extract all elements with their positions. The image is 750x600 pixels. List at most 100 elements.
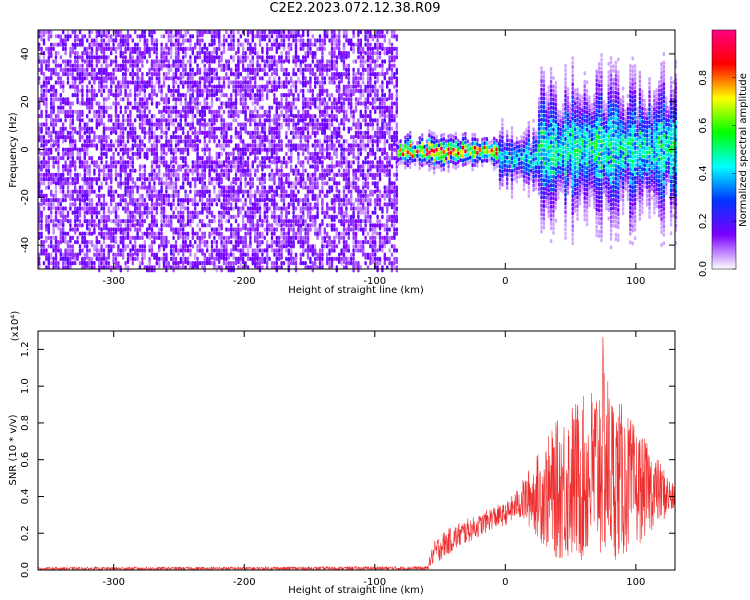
spectrogram-cell: [78, 63, 82, 68]
spectrogram-cell: [342, 202, 346, 207]
spectrogram-cell: [304, 122, 307, 127]
spectrogram-cell: [227, 34, 230, 39]
spectrogram-cell: [186, 84, 190, 89]
spectrogram-cell: [95, 76, 98, 81]
spectrogram-cell: [177, 139, 180, 147]
spectrogram-cell: [256, 101, 259, 106]
spectrogram-cell: [64, 135, 67, 143]
spectrogram-cell: [198, 122, 202, 127]
spectrogram-cell: [76, 109, 79, 114]
spectrogram-cell: [354, 181, 358, 186]
spectrogram-cell: [345, 164, 348, 169]
spectrogram-cell: [225, 210, 228, 215]
spectrogram-cell: [86, 139, 89, 144]
spectrogram-cell: [359, 248, 362, 253]
spectrogram-cell: [318, 84, 322, 89]
spectrogram-cell: [52, 227, 55, 235]
spectrogram-cell: [256, 67, 259, 72]
spectrogram-cell: [206, 189, 209, 194]
spectrogram-cell: [246, 67, 250, 72]
spectrogram-cell: [69, 223, 72, 228]
spectrogram-cell: [42, 72, 46, 77]
spectrogram-cell: [165, 135, 168, 140]
spectrogram-cell: [81, 76, 84, 84]
spectrogram-cell: [364, 30, 367, 35]
spectrogram-cell: [71, 42, 74, 47]
spectrogram-cell: [218, 256, 221, 264]
spectrogram-cell: [215, 51, 218, 56]
spectrogram-cell: [321, 189, 324, 194]
spectrogram-cell: [318, 42, 322, 47]
spectrogram-cell: [52, 177, 55, 185]
spectrogram-cell: [160, 240, 163, 248]
spectrogram-cell: [100, 93, 103, 98]
spectrogram-cell: [206, 248, 209, 253]
spectrogram-cell: [81, 223, 84, 228]
spectrogram-cell: [182, 84, 185, 89]
spectrogram-cell: [179, 126, 182, 131]
spectrogram-cell: [78, 172, 82, 177]
spectrogram-cell: [345, 185, 348, 190]
spectrogram-cell: [119, 198, 122, 203]
spectrogram-cell: [352, 172, 355, 177]
spectrogram-cell: [179, 147, 182, 155]
spectrogram-cell: [352, 227, 355, 232]
spectrogram-cell: [213, 219, 216, 224]
spectrogram-cell: [326, 118, 329, 123]
spectrogram-cell: [122, 143, 125, 148]
spectrogram-cell: [50, 240, 53, 245]
spectrogram-cell: [318, 189, 322, 194]
spectrogram-cell: [263, 210, 266, 215]
spectrogram-cell: [335, 244, 338, 249]
spectrogram-cell: [280, 164, 283, 169]
spectrogram-cell: [352, 72, 355, 77]
spectrogram-cell: [357, 244, 360, 249]
spectrogram-cell: [54, 93, 58, 98]
spectrogram-cell: [304, 76, 307, 81]
spectrogram-cell: [131, 130, 134, 135]
spectrogram-cell: [110, 51, 113, 56]
spectrogram-cell: [350, 164, 353, 169]
spectrogram-cell: [242, 109, 245, 114]
spectrogram-cell: [150, 248, 154, 253]
spectrogram-cell: [333, 114, 336, 122]
spectrogram-cell: [208, 181, 211, 186]
spectrogram-cell: [306, 139, 310, 144]
spectrogram-cell: [340, 202, 343, 207]
spectrogram-cell: [52, 235, 55, 240]
spectrogram-cell: [129, 235, 132, 240]
spectrogram-cell: [362, 135, 365, 140]
spectrogram-cell: [186, 122, 190, 127]
spectrogram-cell: [119, 34, 122, 39]
spectrogram-cell: [64, 235, 67, 240]
spectrogram-cell: [316, 97, 319, 102]
spectrogram-cell: [352, 151, 355, 159]
spectrogram-cell: [64, 206, 67, 211]
spectrogram-cell: [134, 30, 137, 35]
spectrogram-cell: [338, 210, 341, 215]
spectrogram-cell: [302, 185, 305, 190]
spectrogram-cell: [302, 261, 305, 266]
spectrogram-cell: [297, 168, 300, 176]
spectrogram-cell: [218, 55, 221, 60]
spectrogram-cell: [328, 105, 331, 110]
spectrogram-cell: [297, 118, 300, 126]
spectrogram-cell: [191, 76, 194, 81]
spectrogram-cell: [174, 177, 178, 182]
spectrogram-cell: [172, 34, 175, 39]
spectrogram-cell: [155, 235, 158, 240]
spectrogram-cell: [263, 122, 266, 127]
spectrogram-cell: [297, 130, 300, 135]
spectrogram-cell: [194, 252, 197, 260]
spectrogram-cell: [165, 51, 168, 56]
spectrogram-cell: [342, 34, 346, 39]
spectrogram-cell: [244, 101, 247, 106]
spectrogram-cell: [292, 244, 295, 249]
spectrogram-cell: [57, 63, 60, 68]
spectrogram-cell: [249, 143, 252, 148]
spectrogram-cell: [122, 42, 125, 47]
spectrogram-cell: [249, 185, 252, 190]
spectrogram-cell: [251, 193, 254, 198]
spectrogram-cell: [110, 84, 113, 89]
spectrogram-cell: [141, 147, 144, 152]
